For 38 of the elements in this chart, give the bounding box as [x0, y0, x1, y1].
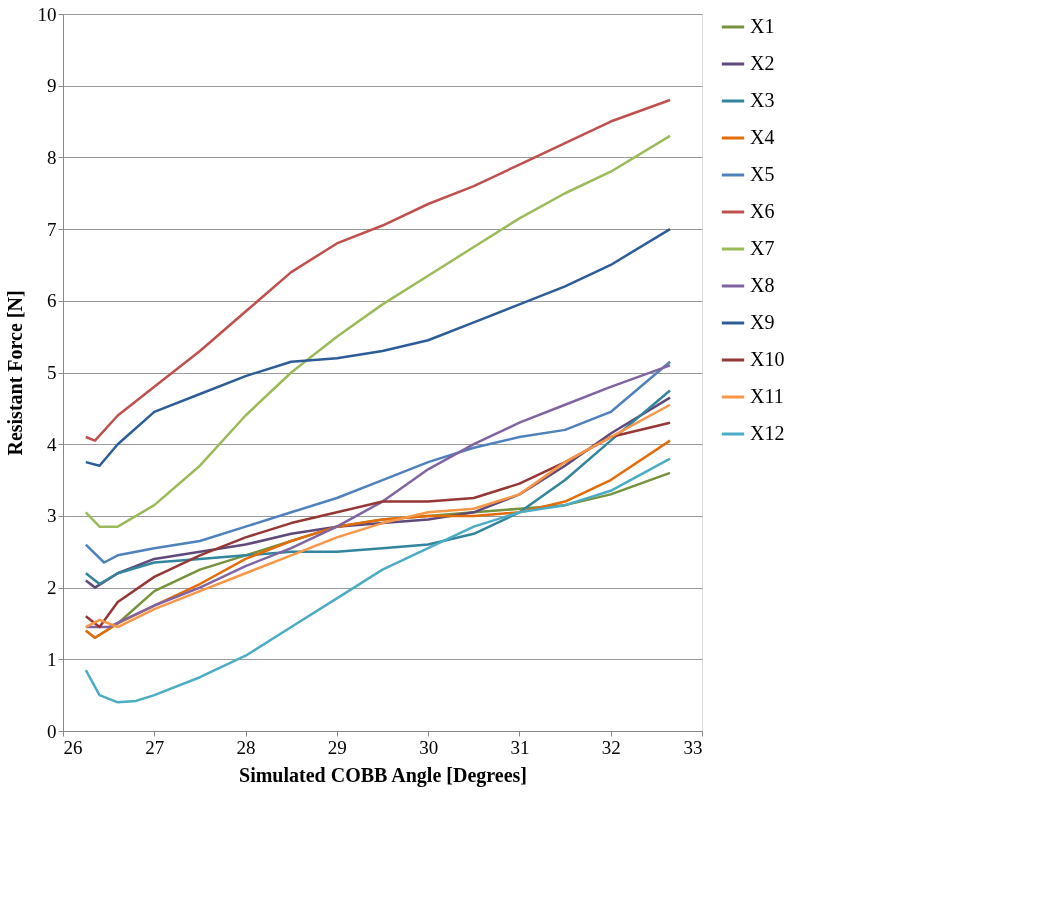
y-tick-label: 2: [47, 577, 57, 599]
line-series: [84, 457, 672, 704]
line-series: [84, 360, 672, 564]
legend-label: X7: [750, 237, 775, 259]
legend-label: X12: [750, 422, 785, 444]
line-series: [84, 134, 672, 528]
x-tick-label: 31: [510, 736, 530, 758]
line-series: [84, 98, 672, 442]
legend-label: X9: [750, 311, 775, 333]
legend-label: X11: [750, 385, 784, 407]
legend-label: X4: [750, 126, 775, 148]
y-tick-label: 4: [47, 433, 57, 455]
y-tick-label: 1: [47, 648, 57, 670]
y-tick-label: 3: [47, 505, 57, 527]
legend-label: X10: [750, 348, 785, 370]
legend-label: X8: [750, 274, 775, 296]
line-series: [84, 227, 672, 467]
y-tick-label: 7: [47, 218, 57, 240]
x-tick-label: 33: [683, 736, 703, 758]
y-tick-label: 5: [47, 362, 57, 383]
y-tick-label: 0: [47, 720, 57, 742]
legend-label: X3: [750, 89, 775, 111]
legend-label: X6: [750, 200, 775, 222]
y-axis-title: Resistant Force [N]: [3, 290, 26, 456]
x-tick-label: 29: [327, 736, 347, 758]
x-axis-title: Simulated COBB Angle [Degrees]: [239, 763, 527, 787]
y-tick-label: 8: [47, 146, 57, 168]
y-tick-label: 9: [47, 75, 57, 97]
x-tick-label: 30: [419, 736, 439, 758]
legend-label: X2: [750, 52, 775, 74]
x-tick-label: 28: [236, 736, 256, 758]
x-tick-label: 27: [145, 736, 165, 758]
x-tick-label: 32: [601, 736, 621, 758]
y-tick-label: 6: [47, 290, 57, 312]
legend-label: X1: [750, 15, 775, 37]
y-tick-label: 10: [37, 3, 57, 25]
legend-label: X5: [750, 163, 775, 185]
x-tick-label: 26: [63, 736, 83, 758]
